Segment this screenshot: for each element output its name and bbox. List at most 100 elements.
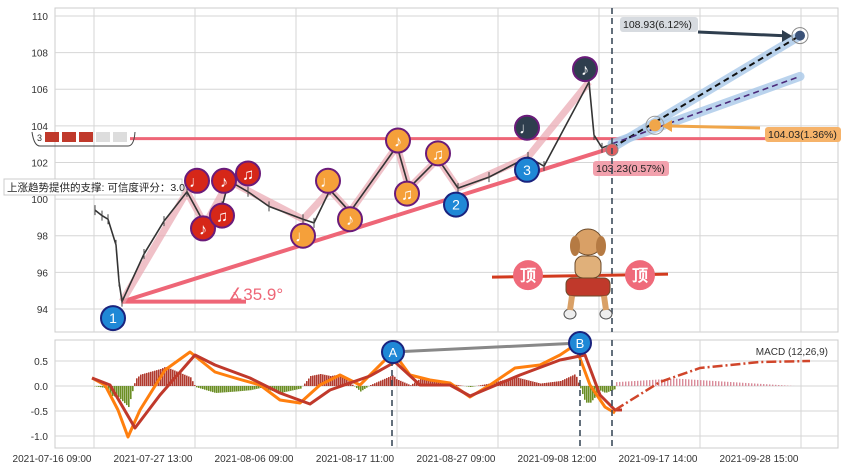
macd-histogram-bar	[190, 377, 192, 386]
macd-histogram-bar	[232, 386, 234, 392]
macd-histogram-forecast-bar	[652, 379, 654, 386]
macd-histogram-forecast-bar	[721, 381, 723, 386]
x-tick-label: 2021-08-27 09:00	[417, 454, 496, 465]
dog-body	[574, 255, 602, 279]
macd-histogram-bar	[226, 386, 228, 393]
macd-histogram-bar	[546, 382, 548, 386]
signal-icon	[113, 132, 127, 142]
macd-histogram-bar	[560, 381, 562, 386]
dog-foot	[563, 308, 577, 320]
note-marker	[394, 180, 420, 207]
tick-labels: 2021-07-16 09:00 2021-07-27 13:00 2021-08-…	[13, 12, 799, 465]
macd-histogram-bar	[356, 386, 358, 389]
music-note-icon: ♫	[432, 146, 444, 163]
macd-histogram-bar	[332, 375, 334, 386]
forecast-line-high	[611, 34, 801, 149]
macd-histogram-forecast-bar	[751, 383, 753, 386]
y-tick-label: 0.5	[34, 357, 48, 368]
support-tooltip-bg	[3, 178, 183, 196]
music-note-icon: ♫	[242, 166, 254, 183]
x-tick-label: 2021-08-06 09:00	[215, 454, 294, 465]
dog-shorts	[565, 277, 611, 297]
macd-histogram-bar	[526, 379, 528, 386]
note-marker	[514, 114, 540, 141]
macd-histogram-bar	[528, 380, 530, 386]
macd-forecast-line	[614, 359, 811, 412]
top-marker-label: 顶	[520, 267, 536, 285]
signal-icon	[79, 132, 93, 142]
macd-histogram-bar	[182, 373, 184, 386]
macd-histogram-forecast-bar	[739, 382, 741, 386]
macd-histogram-bar	[420, 378, 422, 386]
macd-histogram-bar	[582, 386, 584, 395]
music-note-icon: ♩	[320, 174, 336, 191]
macd-histogram-forecast-bar	[703, 380, 705, 386]
macd-histogram-forecast-bar	[673, 378, 675, 386]
macd-histogram-bar	[170, 368, 172, 386]
macd-histogram-forecast-bar	[757, 383, 759, 386]
macd-histogram-forecast-bar	[667, 378, 669, 386]
macd-histogram-forecast-bar	[745, 382, 747, 386]
macd-histogram-bar	[202, 386, 204, 390]
target-high-label: 108.93(6.12%)	[623, 19, 692, 31]
macd-histogram-bar	[386, 377, 388, 386]
macd-histogram-forecast-bar	[646, 380, 648, 386]
macd-histogram-bar	[532, 381, 534, 386]
macd-histogram-bar	[360, 386, 362, 392]
current-price-label: 103.23(0.57%)	[596, 163, 665, 175]
dog-foot	[599, 308, 613, 320]
macd-histogram-bar	[400, 380, 402, 386]
macd-histogram-bar	[608, 386, 610, 392]
macd-histogram-bar	[206, 386, 208, 391]
macd-histogram-bar	[552, 382, 554, 386]
macd-histogram-bar	[308, 378, 310, 386]
macd-histogram-forecast-bar	[778, 385, 780, 386]
macd-histogram-bar	[220, 386, 222, 393]
music-note-icon: ♪	[394, 134, 402, 151]
macd-histogram-bar	[514, 377, 516, 386]
macd-histogram-bar	[186, 375, 188, 386]
macd-histogram-bar	[574, 374, 576, 386]
arrow-high-head	[782, 30, 792, 42]
macd-histogram-bar	[240, 386, 242, 392]
macd-histogram-bar	[236, 386, 238, 392]
macd-histogram-forecast-bar	[640, 380, 642, 386]
macd-histogram-bar	[342, 376, 344, 386]
macd-histogram-bar	[316, 374, 318, 386]
x-tick-label: 2021-07-27 13:00	[114, 454, 193, 465]
macd-histogram-bar	[410, 385, 412, 386]
y-tick-label: 108	[31, 49, 48, 60]
macd-histogram-bar	[200, 386, 202, 389]
dog-ear	[596, 236, 606, 256]
macd-histogram-bar	[168, 367, 170, 386]
macd-histogram-bar	[150, 371, 152, 386]
target-high-label-bg	[620, 17, 698, 32]
macd-legend: MACD (12,26,9)	[756, 347, 828, 358]
macd-histogram-bar	[228, 386, 230, 393]
macd-histogram-bar	[230, 386, 232, 392]
macd-histogram-bar	[208, 386, 210, 391]
macd-histogram-bar	[456, 384, 458, 386]
macd-histogram-bar	[250, 386, 252, 391]
macd-histogram-bar	[216, 386, 218, 393]
macd-histogram-bar	[164, 367, 166, 386]
macd-histogram-bar	[152, 371, 154, 386]
macd-histogram-bar	[378, 381, 380, 386]
macd-histogram-bar	[518, 377, 520, 386]
macd-histogram-bar	[198, 386, 200, 388]
macd-histogram-bar	[156, 370, 158, 386]
macd-histogram-bar	[402, 381, 404, 386]
macd-histogram-bar	[288, 386, 290, 392]
dog-leg	[567, 295, 575, 311]
x-tick-label: 2021-09-17 14:00	[619, 454, 698, 465]
macd-histogram-bar	[590, 386, 592, 403]
macd-histogram-bar	[374, 383, 376, 386]
macd-histogram-bar	[298, 386, 300, 390]
signal-bracket	[31, 131, 136, 147]
macd-histogram-bar	[98, 386, 100, 387]
macd-histogram-bar	[584, 386, 586, 400]
y-tick-label: 0.0	[34, 382, 48, 393]
macd-histogram-bar	[116, 386, 118, 397]
top-marker	[625, 260, 655, 291]
macd-histogram-bar	[300, 386, 302, 389]
